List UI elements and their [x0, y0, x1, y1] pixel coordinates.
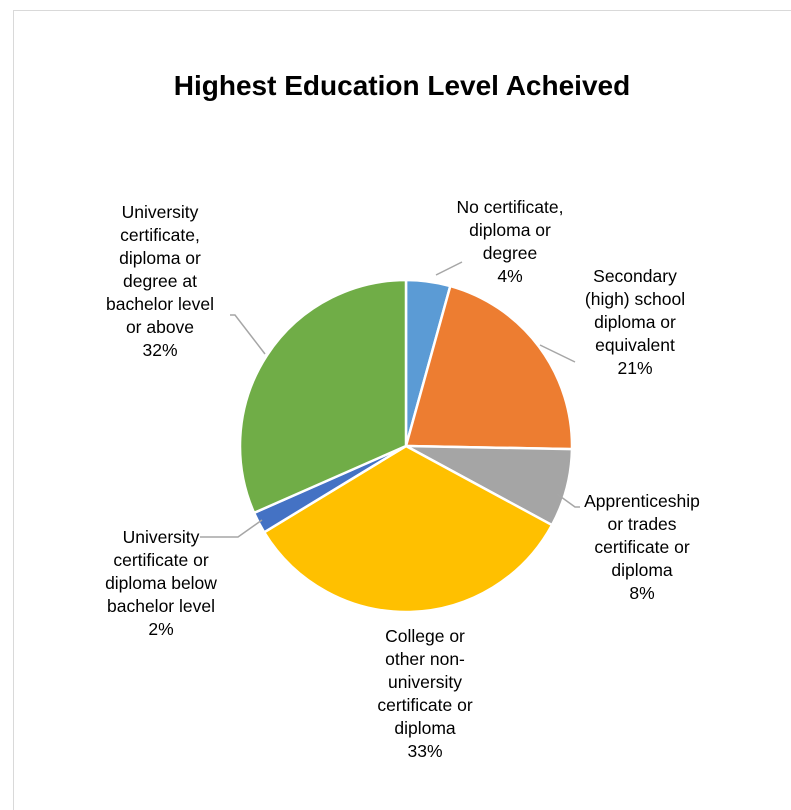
- data-label: College or other non-university certificat…: [377, 626, 472, 761]
- pie-chart: No certificate, diploma or degree 4% Seconda…: [105, 197, 700, 761]
- data-label: Secondary (high) school diploma or equivale…: [585, 266, 685, 378]
- chart-frame: [13, 10, 791, 810]
- pie-slice: [262, 444, 554, 614]
- pie-slice: [238, 278, 408, 515]
- data-label: Apprenticeship or trades certificate or dip…: [584, 491, 700, 603]
- leader-line: [539, 344, 576, 363]
- data-label: University certificate, diploma or degree a…: [106, 202, 214, 360]
- data-label: No certificate, diploma or degree 4%: [457, 197, 564, 286]
- leader-line: [435, 261, 463, 276]
- pie-slice: [404, 284, 574, 451]
- chart-title: Highest Education Level Acheived: [173, 70, 631, 101]
- leader-line: [230, 314, 266, 355]
- data-label: University certificate or diploma below bac…: [105, 527, 217, 639]
- leader-line: [556, 493, 580, 508]
- leader-line: [200, 519, 263, 538]
